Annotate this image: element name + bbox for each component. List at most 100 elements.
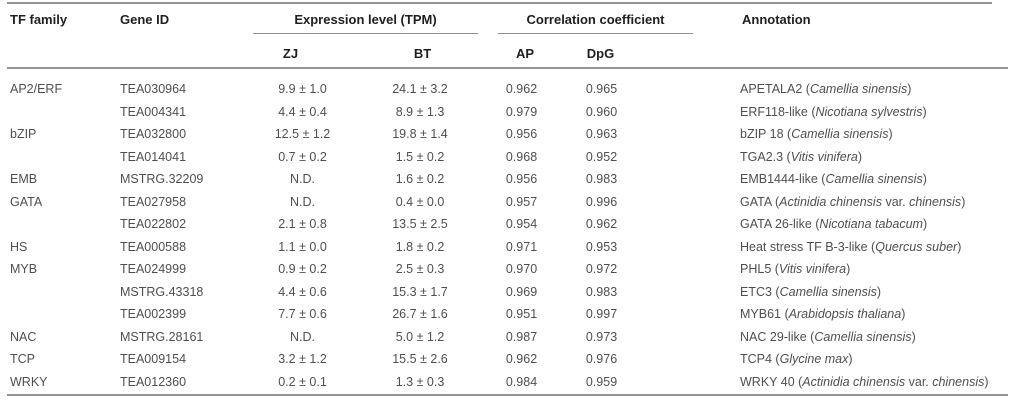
cell-correlation-ap: 0.954: [505, 217, 538, 232]
table-row: TEA004341 4.4 ± 0.4 8.9 ± 1.3 0.979 0.960 ERF…: [0, 101, 1015, 124]
cell-correlation-ap: 0.962: [505, 352, 538, 367]
cell-gene-id: TEA000588: [120, 239, 187, 254]
column-subheader-bt: BT: [413, 46, 432, 61]
cell-correlation-dpg: 0.976: [585, 352, 618, 367]
cell-annotation: EMB1444-like (Camellia sinensis): [740, 172, 927, 187]
cell-annotation: PHL5 (Vitis vinifera): [740, 262, 851, 277]
cell-expression-zj: 4.4 ± 0.6: [278, 284, 327, 299]
cell-gene-id: TEA027958: [120, 194, 187, 209]
cell-expression-zj: 0.7 ± 0.2: [278, 149, 327, 164]
table-row: EMB MSTRG.32209 N.D. 1.6 ± 0.2 0.956 0.983 EMB…: [0, 168, 1015, 191]
cell-correlation-dpg: 0.997: [585, 307, 618, 322]
cell-correlation-ap: 0.962: [505, 82, 538, 97]
cell-expression-zj: N.D.: [290, 329, 315, 344]
column-header-gene-id: Gene ID: [120, 12, 170, 27]
cell-gene-id: MSTRG.43318: [120, 284, 204, 299]
cell-annotation: APETALA2 (Camellia sinensis): [740, 82, 912, 97]
cell-expression-zj: N.D.: [290, 172, 315, 187]
cell-correlation-dpg: 0.996: [585, 194, 618, 209]
cell-expression-bt: 1.8 ± 0.2: [395, 239, 445, 254]
cell-expression-zj: 0.2 ± 0.1: [278, 374, 327, 389]
cell-tf-family: EMB: [10, 172, 38, 187]
cell-gene-id: TEA014041: [120, 149, 187, 164]
cell-expression-bt: 0.4 ± 0.0: [395, 194, 445, 209]
cell-gene-id: TEA002399: [120, 307, 187, 322]
cell-annotation: bZIP 18 (Camellia sinensis): [740, 127, 893, 142]
cell-correlation-ap: 0.970: [505, 262, 538, 277]
table-header-rule: [7, 67, 1008, 69]
cell-expression-bt: 1.3 ± 0.3: [395, 374, 445, 389]
cell-gene-id: TEA032800: [120, 127, 187, 142]
cell-tf-family: AP2/ERF: [10, 82, 63, 97]
cell-annotation: GATA (Actinidia chinensis var. chinensis…: [740, 194, 966, 209]
cell-expression-bt: 1.6 ± 0.2: [395, 172, 445, 187]
cell-annotation: ERF118-like (Nicotiana sylvestris): [740, 104, 927, 119]
column-group-correlation-coefficient: Correlation coefficient: [498, 12, 693, 34]
cell-correlation-dpg: 0.952: [585, 149, 618, 164]
cell-expression-zj: 1.1 ± 0.0: [278, 239, 327, 254]
cell-correlation-dpg: 0.965: [585, 82, 618, 97]
cell-gene-id: TEA022802: [120, 217, 187, 232]
cell-expression-bt: 1.5 ± 0.2: [395, 149, 445, 164]
table-row: AP2/ERF TEA030964 9.9 ± 1.0 24.1 ± 3.2 0.962…: [0, 78, 1015, 101]
cell-expression-bt: 19.8 ± 1.4: [392, 127, 448, 142]
cell-expression-bt: 13.5 ± 2.5: [392, 217, 448, 232]
table-bottom-rule: [7, 394, 1008, 396]
cell-expression-bt: 2.5 ± 0.3: [395, 262, 445, 277]
cell-tf-family: GATA: [10, 194, 43, 209]
cell-expression-zj: 7.7 ± 0.6: [278, 307, 327, 322]
cell-tf-family: bZIP: [10, 127, 37, 142]
cell-expression-zj: 3.2 ± 1.2: [278, 352, 327, 367]
cell-gene-id: TEA024999: [120, 262, 187, 277]
table-row: bZIP TEA032800 12.5 ± 1.2 19.8 ± 1.4 0.956 0.…: [0, 123, 1015, 146]
cell-expression-bt: 26.7 ± 1.6: [392, 307, 448, 322]
cell-correlation-ap: 0.987: [505, 329, 538, 344]
cell-gene-id: TEA012360: [120, 374, 187, 389]
cell-tf-family: NAC: [10, 329, 37, 344]
cell-correlation-dpg: 0.983: [585, 172, 618, 187]
cell-correlation-dpg: 0.953: [585, 239, 618, 254]
table-row: TEA002399 7.7 ± 0.6 26.7 ± 1.6 0.951 0.997 MY…: [0, 303, 1015, 326]
cell-annotation: NAC 29-like (Camellia sinensis): [740, 329, 916, 344]
cell-tf-family: WRKY: [10, 374, 48, 389]
cell-expression-bt: 8.9 ± 1.3: [395, 104, 445, 119]
cell-correlation-ap: 0.971: [505, 239, 538, 254]
cell-expression-zj: 2.1 ± 0.8: [278, 217, 327, 232]
cell-expression-bt: 24.1 ± 3.2: [392, 82, 448, 97]
cell-correlation-dpg: 0.959: [585, 374, 618, 389]
column-group-expression-level: Expression level (TPM): [253, 12, 478, 34]
cell-correlation-ap: 0.956: [505, 172, 538, 187]
cell-tf-family: HS: [10, 239, 28, 254]
cell-correlation-ap: 0.957: [505, 194, 538, 209]
table-row: TEA014041 0.7 ± 0.2 1.5 ± 0.2 0.968 0.952 TGA…: [0, 146, 1015, 169]
cell-correlation-dpg: 0.973: [585, 329, 618, 344]
cell-expression-bt: 5.0 ± 1.2: [395, 329, 445, 344]
cell-annotation: GATA 26-like (Nicotiana tabacum): [740, 217, 928, 232]
column-subheader-ap: AP: [515, 46, 535, 61]
cell-correlation-ap: 0.951: [505, 307, 538, 322]
table-row: TCP TEA009154 3.2 ± 1.2 15.5 ± 2.6 0.962 0.97…: [0, 348, 1015, 371]
cell-expression-zj: 9.9 ± 1.0: [278, 82, 327, 97]
table-row: MSTRG.43318 4.4 ± 0.6 15.3 ± 1.7 0.969 0.983…: [0, 281, 1015, 304]
cell-expression-bt: 15.5 ± 2.6: [392, 352, 448, 367]
cell-gene-id: TEA009154: [120, 352, 187, 367]
cell-expression-zj: 0.9 ± 0.2: [278, 262, 327, 277]
cell-correlation-dpg: 0.972: [585, 262, 618, 277]
cell-gene-id: MSTRG.32209: [120, 172, 204, 187]
cell-annotation: MYB61 (Arabidopsis thaliana): [740, 307, 906, 322]
column-subheader-dpg: DpG: [586, 46, 615, 61]
cell-correlation-dpg: 0.960: [585, 104, 618, 119]
cell-gene-id: TEA004341: [120, 104, 187, 119]
table-row: TEA022802 2.1 ± 0.8 13.5 ± 2.5 0.954 0.962 GA…: [0, 213, 1015, 236]
cell-tf-family: TCP: [10, 352, 35, 367]
cell-expression-zj: 12.5 ± 1.2: [274, 127, 331, 142]
table-body: AP2/ERF TEA030964 9.9 ± 1.0 24.1 ± 3.2 0.962…: [0, 78, 1015, 393]
cell-correlation-dpg: 0.963: [585, 127, 618, 142]
cell-annotation: TCP4 (Glycine max): [740, 352, 853, 367]
cell-tf-family: MYB: [10, 262, 38, 277]
cell-expression-zj: N.D.: [290, 194, 315, 209]
cell-annotation: WRKY 40 (Actinidia chinensis var. chinen…: [740, 374, 989, 389]
column-header-tf-family: TF family: [10, 12, 68, 27]
cell-correlation-ap: 0.969: [505, 284, 538, 299]
